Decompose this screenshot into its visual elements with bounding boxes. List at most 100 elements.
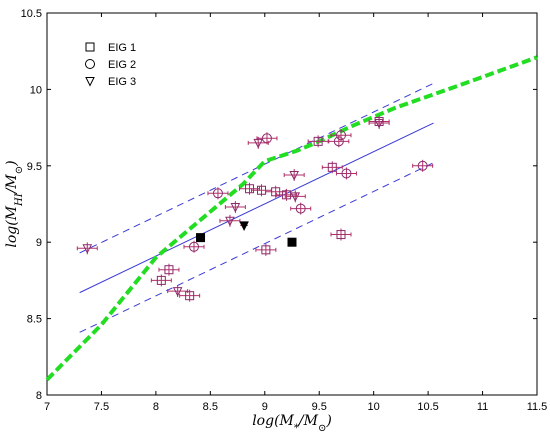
marker-square [261,245,271,255]
legend-label: EIG 1 [108,42,136,54]
data-point [219,214,241,227]
data-point [158,263,180,276]
x-label-sub: * [294,423,299,432]
marker-circle [212,188,223,199]
fit-lower-line [79,162,434,333]
marker-square [196,233,206,243]
x-tick-label: 11 [477,401,488,413]
filled-data-point [239,221,249,232]
marker-triangle [253,138,264,149]
data-point [328,135,350,148]
data-point [247,136,269,149]
y-axis: 8 8.5 9 9.5 10 10.5 [21,8,537,402]
x-tick-label: 7.5 [94,401,109,413]
marker-triangle [290,192,301,202]
data-point [183,240,205,253]
marker-circle [189,241,199,252]
marker-circle [336,130,346,141]
y-tick-label: 10 [30,84,42,96]
marker-square [336,230,346,240]
y-label-text: /M [4,174,20,196]
marker-circle [333,136,344,147]
legend: EIG 1 EIG 2 EIG 3 [85,42,136,88]
data-point [330,228,352,241]
data-points [76,115,434,302]
y-label-text: ) [4,160,20,166]
y-label-sub: HI [14,192,25,207]
marker-square [287,237,297,247]
marker-square [164,265,174,275]
x-axis: 7 7.5 8 8.5 9 9.5 10 10.5 11 11.5 [44,13,547,413]
marker-square [156,275,166,285]
series-eig-2 [183,129,434,253]
data-point [368,117,390,130]
x-label-text: ) [325,413,331,429]
x-tick-label: 7 [44,401,50,413]
data-point [321,161,343,174]
x-tick-label: 9.5 [312,401,327,413]
data-point [412,159,434,172]
data-point [179,289,201,302]
y-tick-label: 8 [36,390,42,402]
marker-triangle [172,287,183,297]
marker-triangle [82,244,93,254]
y-tick-label: 8.5 [27,314,42,326]
marker-square [271,187,281,197]
model-curve [45,55,538,382]
fit-lines [45,55,538,382]
data-point [167,285,189,298]
data-point [207,187,229,200]
data-point [150,274,172,287]
marker-square [245,184,255,194]
marker-square [85,42,95,52]
data-point [224,201,246,214]
x-tick-label: 8.5 [203,401,218,413]
data-point [256,132,278,145]
legend-label: EIG 2 [108,59,136,71]
x-tick-label: 8 [153,401,159,413]
data-point [335,167,357,180]
marker-triangle [374,119,384,129]
x-tick-label: 10 [368,401,380,413]
data-point [76,242,98,255]
legend-label: EIG 3 [108,76,136,88]
plot-area [46,12,538,396]
legend-entry: EIG 1 [85,42,136,54]
x-axis-label: log(M*/M⊙) [252,413,332,432]
data-point [276,188,298,201]
y-tick-label: 10.5 [21,8,42,20]
marker-triangle [289,170,299,181]
x-label-sub: ⊙ [318,423,326,432]
series-eig-3 [76,117,390,298]
x-tick-label: 10.5 [417,401,438,413]
filled-data-point [196,233,206,243]
marker-square [185,291,195,301]
y-label-text: log(M [4,205,20,247]
x-label-text: /M [297,413,319,429]
marker-circle [85,59,95,69]
marker-circle [341,168,352,179]
marker-triangle [85,77,95,87]
marker-triangle [225,216,235,227]
x-label-text: log(M [252,413,294,429]
marker-circle [417,160,428,171]
x-tick-label: 9 [262,401,268,413]
y-tick-label: 9 [36,237,42,249]
marker-circle [295,203,306,214]
data-point [284,190,306,203]
legend-entry: EIG 2 [85,59,136,71]
data-point [283,168,305,181]
data-point [290,202,312,215]
marker-triangle [230,203,241,213]
filled-data-point [287,237,297,247]
x-tick-label: 11.5 [527,401,548,413]
fit-line [79,122,434,294]
data-point [255,243,277,256]
y-tick-label: 9.5 [27,161,42,173]
legend-entry: EIG 3 [85,76,136,88]
marker-square [282,190,292,200]
marker-triangle [239,221,249,232]
marker-square [313,136,323,146]
fit-upper-line [79,82,434,254]
